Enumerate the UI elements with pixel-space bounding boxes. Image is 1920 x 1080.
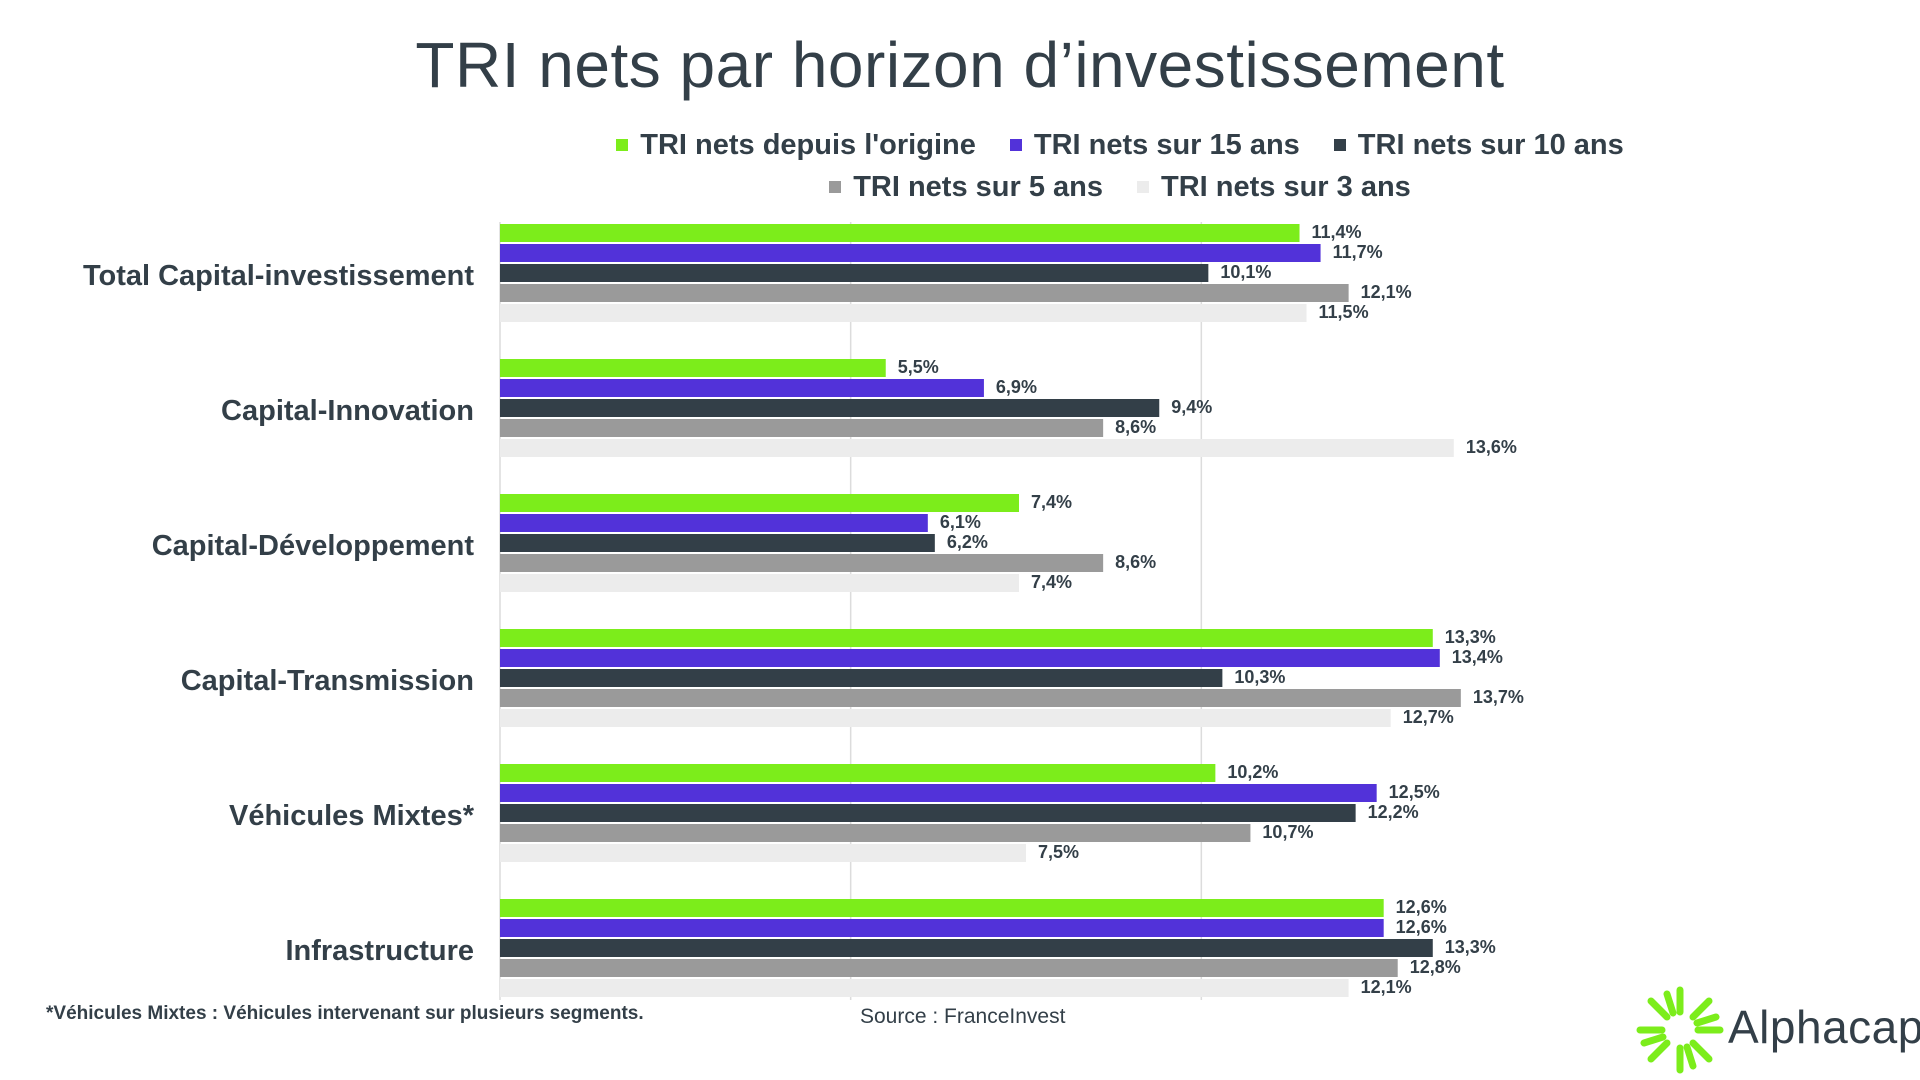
data-label: 7,4% [1031, 572, 1072, 592]
category-label: Infrastructure [285, 935, 474, 967]
bar [500, 979, 1349, 997]
bar [500, 534, 935, 552]
chart-legend: TRI nets depuis l'origine TRI nets sur 1… [500, 128, 1740, 204]
bar [500, 224, 1300, 242]
bar [500, 919, 1384, 937]
data-label: 12,1% [1361, 282, 1412, 302]
data-label: 12,8% [1410, 957, 1461, 977]
data-label: 13,3% [1445, 937, 1496, 957]
data-label: 5,5% [898, 357, 939, 377]
data-label: 11,5% [1319, 302, 1369, 322]
legend-item-3-ans: TRI nets sur 3 ans [1137, 170, 1411, 204]
bar [500, 574, 1019, 592]
data-label: 11,4% [1312, 222, 1362, 242]
bar [500, 709, 1391, 727]
source-note: Source : FranceInvest [860, 1005, 1066, 1028]
legend-label-3-ans: TRI nets sur 3 ans [1161, 171, 1411, 203]
data-label: 13,7% [1473, 687, 1524, 707]
data-label: 6,1% [940, 512, 981, 532]
bar [500, 359, 886, 377]
legend-swatch-10-ans [1333, 139, 1346, 151]
bar [500, 244, 1321, 262]
bar [500, 439, 1454, 457]
bar [500, 669, 1223, 687]
bar [500, 824, 1251, 842]
bar [500, 399, 1160, 417]
data-label: 6,9% [996, 377, 1037, 397]
data-label: 8,6% [1115, 552, 1156, 572]
chart-title: TRI nets par horizon d’investissement [415, 29, 1505, 101]
category-label: Véhicules Mixtes* [229, 800, 475, 832]
bar [500, 844, 1027, 862]
legend-item-15-ans: TRI nets sur 15 ans [1009, 128, 1300, 162]
bar [500, 379, 984, 397]
bar [500, 939, 1433, 957]
bar [500, 629, 1433, 647]
bar [500, 514, 928, 532]
legend-label-10-ans: TRI nets sur 10 ans [1357, 129, 1624, 161]
data-label: 7,4% [1031, 492, 1072, 512]
bar [500, 689, 1461, 707]
bar [500, 304, 1307, 322]
bar [500, 959, 1398, 977]
data-label: 7,5% [1038, 842, 1079, 862]
data-label: 6,2% [947, 532, 988, 552]
bar [500, 784, 1377, 802]
legend-swatch-origine [616, 139, 629, 151]
data-label: 10,1% [1220, 262, 1271, 282]
alphacap-logo-text: Alphacap [1728, 1001, 1920, 1053]
data-label: 12,6% [1396, 917, 1447, 937]
bar [500, 264, 1209, 282]
data-label: 10,3% [1234, 667, 1285, 687]
category-label: Capital-Innovation [221, 395, 474, 427]
data-label: 12,6% [1396, 897, 1447, 917]
data-label: 13,4% [1452, 647, 1503, 667]
legend-swatch-3-ans [1137, 181, 1149, 193]
data-label: 13,6% [1466, 437, 1517, 457]
bar [500, 284, 1349, 302]
bar [500, 419, 1104, 437]
legend-swatch-5-ans [829, 181, 842, 193]
alphacap-logo: Alphacap [1632, 982, 1920, 1078]
data-label: 10,7% [1262, 822, 1313, 842]
footnote: *Véhicules Mixtes : Véhicules intervenan… [46, 1003, 644, 1024]
bar [500, 764, 1216, 782]
legend-swatch-15-ans [1009, 139, 1022, 151]
legend-item-10-ans: TRI nets sur 10 ans [1333, 128, 1624, 162]
bar [500, 804, 1356, 822]
data-label: 12,2% [1368, 802, 1419, 822]
data-label: 12,5% [1389, 782, 1440, 802]
bar [500, 649, 1440, 667]
data-label: 13,3% [1445, 627, 1496, 647]
data-label: 9,4% [1171, 397, 1212, 417]
bar [500, 494, 1019, 512]
alphacap-burst-icon [1636, 986, 1724, 1074]
data-label: 12,7% [1403, 707, 1454, 727]
data-label: 12,1% [1361, 977, 1412, 997]
legend-item-origine: TRI nets depuis l'origine [616, 128, 976, 162]
bar [500, 899, 1384, 917]
category-label: Capital-Transmission [181, 665, 474, 697]
data-label: 10,2% [1227, 762, 1278, 782]
bar [500, 554, 1104, 572]
data-label: 11,7% [1333, 242, 1383, 262]
category-label: Total Capital-investissement [83, 260, 474, 292]
data-label: 8,6% [1115, 417, 1156, 437]
legend-label-5-ans: TRI nets sur 5 ans [853, 171, 1103, 203]
legend-label-origine: TRI nets depuis l'origine [640, 129, 976, 161]
legend-label-15-ans: TRI nets sur 15 ans [1033, 129, 1300, 161]
category-label: Capital-Développement [152, 530, 475, 562]
legend-item-5-ans: TRI nets sur 5 ans [829, 170, 1103, 204]
